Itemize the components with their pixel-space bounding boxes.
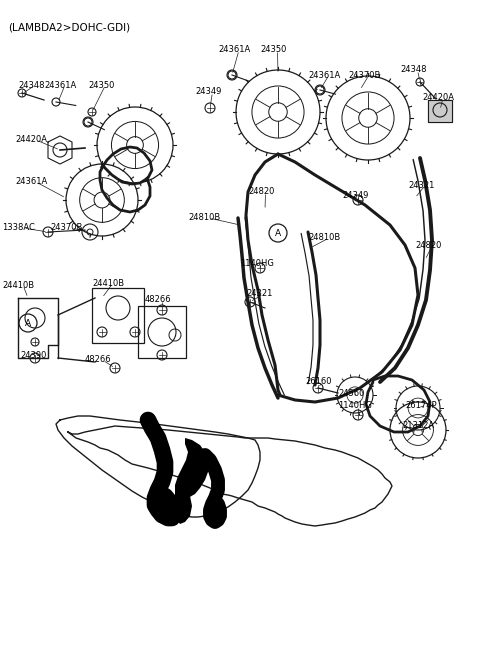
Text: 24350: 24350 [88, 80, 114, 90]
Text: 24390: 24390 [20, 350, 47, 360]
Text: 24410B: 24410B [92, 278, 124, 288]
Text: 48266: 48266 [145, 295, 172, 304]
Text: 24348: 24348 [18, 80, 45, 90]
Text: 24370B: 24370B [348, 71, 380, 79]
Text: 48266: 48266 [85, 356, 112, 365]
Text: 24420A: 24420A [15, 136, 47, 145]
Text: 24560: 24560 [338, 389, 364, 398]
Text: 24810B: 24810B [188, 214, 220, 223]
Text: 24361A: 24361A [44, 80, 76, 90]
Text: 24420A: 24420A [422, 93, 454, 103]
Text: 24348: 24348 [400, 66, 427, 75]
Text: 24349: 24349 [342, 191, 368, 199]
Text: 24321: 24321 [408, 180, 434, 190]
Text: 24349: 24349 [195, 88, 221, 97]
Text: 1338AC: 1338AC [2, 223, 35, 232]
Polygon shape [174, 488, 192, 524]
Text: 24361A: 24361A [15, 177, 47, 186]
Text: 24820: 24820 [248, 188, 275, 197]
Text: 24370B: 24370B [50, 223, 83, 232]
Text: (LAMBDA2>DOHC-GDI): (LAMBDA2>DOHC-GDI) [8, 22, 130, 32]
Text: 1140HG: 1140HG [240, 258, 274, 267]
Text: A: A [275, 228, 281, 238]
Text: 24361A: 24361A [218, 45, 250, 55]
Text: 24321: 24321 [246, 289, 272, 299]
Bar [92, 288, 144, 343]
Text: 24361A: 24361A [308, 71, 340, 79]
Text: A: A [25, 319, 31, 328]
Text: 24350: 24350 [260, 45, 287, 55]
Text: 24810B: 24810B [308, 234, 340, 243]
Text: 1140HG: 1140HG [338, 402, 372, 411]
Polygon shape [428, 100, 452, 122]
Text: 21312A: 21312A [402, 421, 434, 430]
Bar [138, 306, 186, 358]
Text: 24410B: 24410B [2, 280, 34, 289]
Text: 26174P: 26174P [405, 400, 437, 410]
Polygon shape [175, 438, 208, 500]
Text: 24820: 24820 [415, 241, 442, 249]
Text: 26160: 26160 [305, 378, 332, 387]
